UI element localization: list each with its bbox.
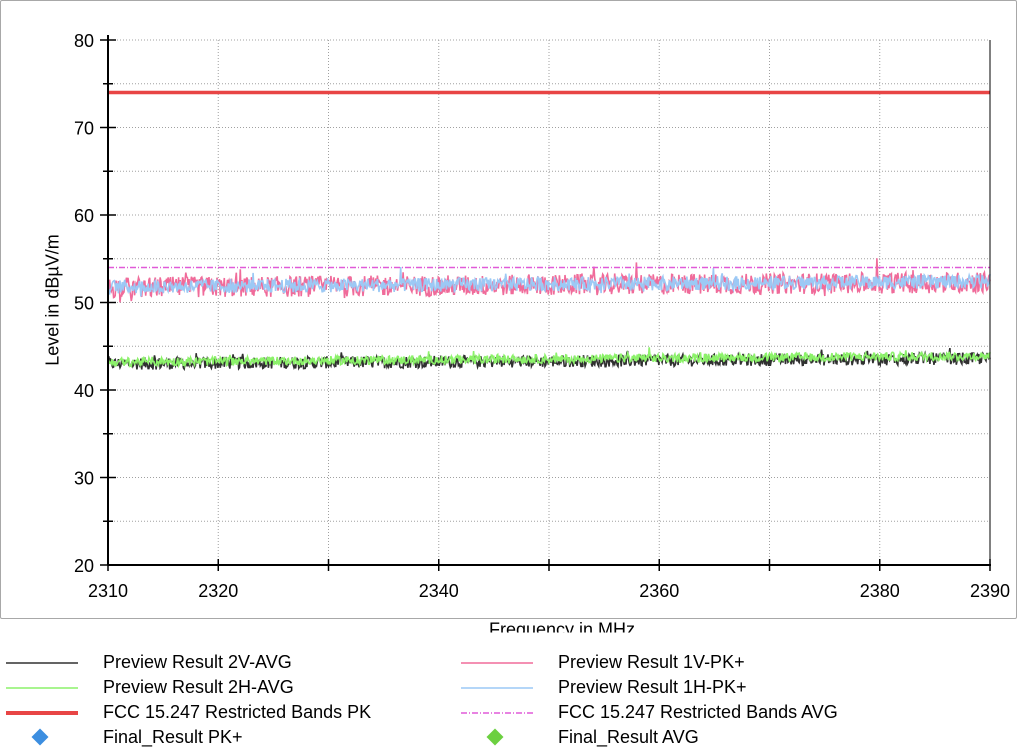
- legend-swatch: [6, 687, 78, 689]
- legend-label: FCC 15.247 Restricted Bands PK: [103, 702, 372, 722]
- x-axis-label: Frequency in MHz: [488, 619, 636, 640]
- legend-swatch: [31, 728, 49, 746]
- series-layer: [107, 90, 991, 372]
- grid-lines: [107, 39, 991, 566]
- legend-label: Preview Result 1V-PK+: [558, 652, 745, 672]
- legend-label: Preview Result 2H-AVG: [103, 677, 294, 697]
- series-line-2: [107, 347, 991, 369]
- x-tick-label: 2340: [419, 581, 459, 601]
- legend-label: Preview Result 2V-AVG: [103, 652, 292, 672]
- x-tick-label: 2360: [639, 581, 679, 601]
- legend-label: Final_Result PK+: [103, 727, 243, 747]
- series-line-3: [107, 266, 991, 297]
- y-tick-label: 40: [74, 381, 94, 401]
- x-tick-label: 2320: [198, 581, 238, 601]
- legend-label: Final_Result AVG: [558, 727, 699, 747]
- y-tick-label: 50: [74, 294, 94, 314]
- y-axis-label: Level in dBµV/m: [42, 234, 63, 366]
- y-tick-label: 70: [74, 119, 94, 139]
- legend-label: Preview Result 1H-PK+: [558, 677, 747, 697]
- plot-area: 20 30 40 50 60 70 80 2310 2320 2340 2360 2380 2390: [74, 31, 1010, 601]
- legend-marker: [31, 728, 49, 746]
- y-tick-label: 30: [74, 469, 94, 489]
- x-tick-label: 2380: [860, 581, 900, 601]
- legend-marker: [486, 728, 504, 746]
- chart-frame: [0, 0, 1017, 619]
- y-tick-label: 80: [74, 31, 94, 51]
- axes: 20 30 40 50 60 70 80 2310 2320 2340 2360 2380 2390: [74, 31, 1010, 601]
- y-tick-label: 60: [74, 206, 94, 226]
- y-tick-label: 20: [74, 556, 94, 576]
- legend-swatch: [6, 711, 78, 715]
- x-tick-label: 2390: [970, 581, 1010, 601]
- x-tick-label: 2310: [88, 581, 128, 601]
- legend-swatch: [6, 662, 78, 664]
- legend-swatch: [461, 687, 533, 689]
- legend-swatch: [486, 728, 504, 746]
- legend-swatch: [461, 712, 533, 714]
- legend-swatch: [461, 662, 533, 664]
- legend-label: FCC 15.247 Restricted Bands AVG: [558, 702, 838, 722]
